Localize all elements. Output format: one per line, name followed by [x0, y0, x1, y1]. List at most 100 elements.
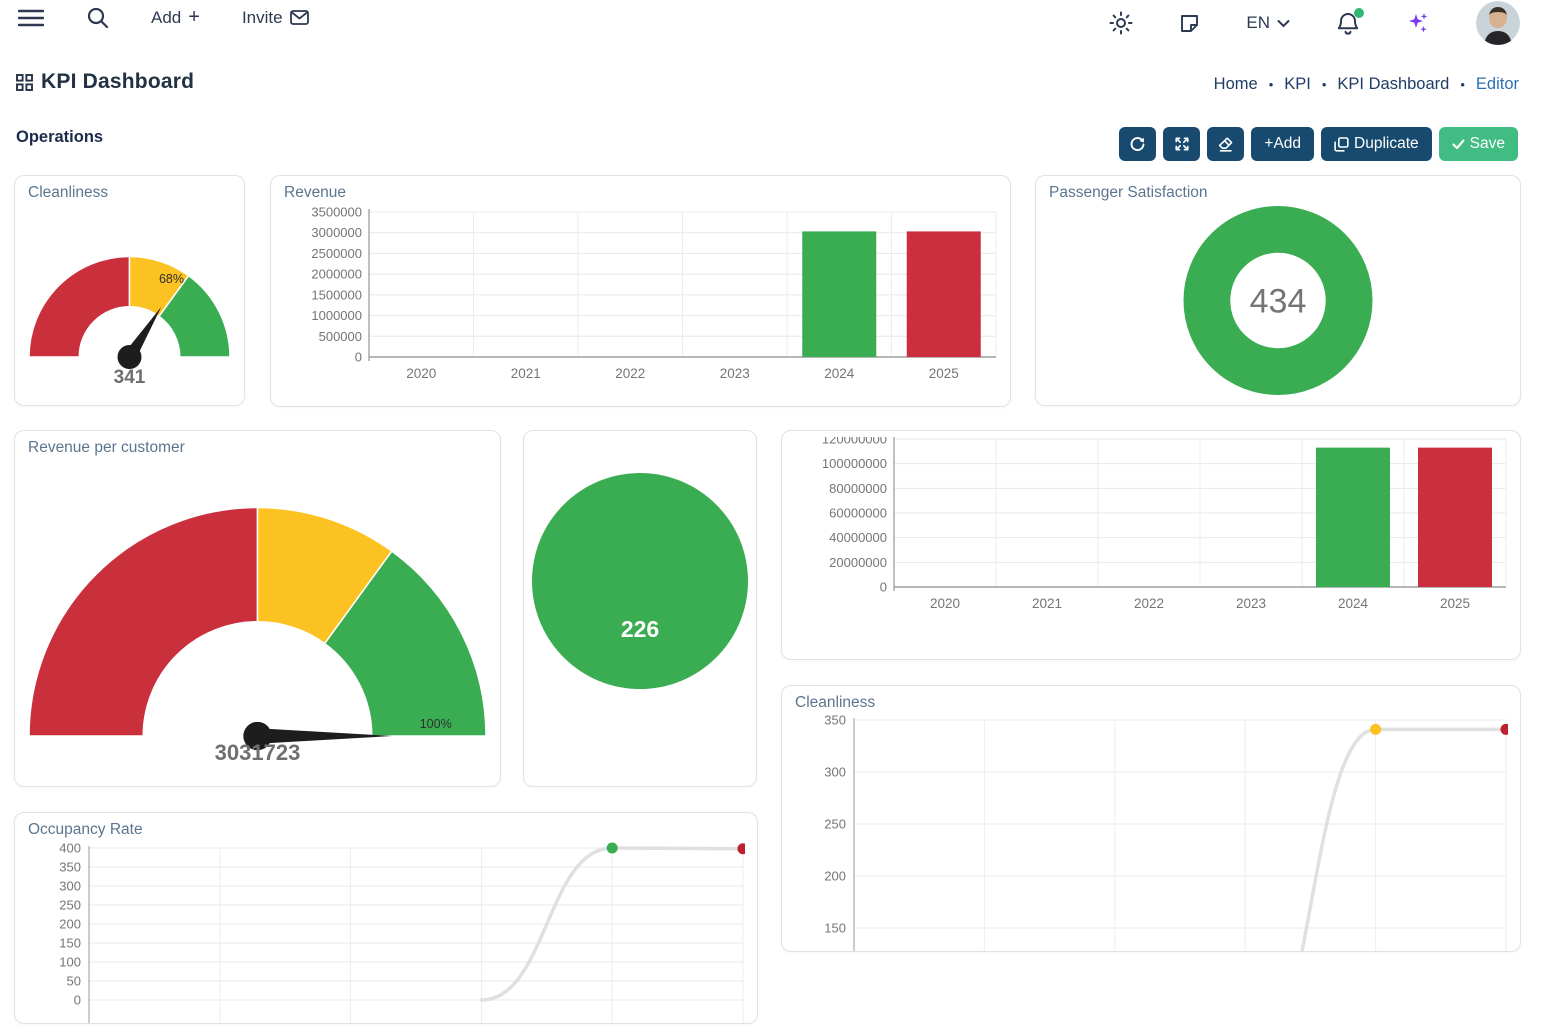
page-header: KPI Dashboard — [16, 70, 194, 94]
breadcrumb-home[interactable]: Home — [1213, 75, 1258, 93]
svg-text:2500000: 2500000 — [311, 246, 362, 261]
widget-title: Passenger Satisfaction — [1049, 184, 1208, 201]
refresh-button[interactable] — [1119, 127, 1157, 161]
widget-cleanliness-gauge[interactable]: Cleanliness 68% 341 — [14, 175, 245, 406]
svg-text:50: 50 — [67, 974, 81, 989]
language-label: EN — [1246, 13, 1270, 32]
svg-text:434: 434 — [1250, 283, 1307, 321]
bell-icon[interactable] — [1336, 7, 1364, 36]
svg-text:2025: 2025 — [929, 366, 959, 381]
svg-text:2023: 2023 — [720, 366, 750, 381]
svg-text:2020: 2020 — [930, 596, 960, 611]
svg-text:2025: 2025 — [1440, 596, 1470, 611]
svg-text:100%: 100% — [420, 717, 452, 731]
brightness-icon[interactable] — [1109, 11, 1133, 35]
save-button[interactable]: Save — [1438, 127, 1518, 161]
svg-text:120000000: 120000000 — [822, 437, 887, 447]
breadcrumb-separator: • — [1268, 77, 1274, 92]
envelope-icon — [289, 10, 309, 25]
line-chart: 400 350 300 250 200 150 100 50 0 — [27, 841, 749, 1023]
svg-text:226: 226 — [621, 616, 659, 642]
dashboard-toolbar: +Add Duplicate Save — [1119, 127, 1518, 161]
svg-text:2024: 2024 — [1338, 596, 1369, 611]
eraser-button[interactable] — [1207, 127, 1245, 161]
topbar: Add + Invite EN — [0, 0, 1545, 46]
svg-text:1000000: 1000000 — [311, 308, 362, 323]
duplicate-button[interactable]: Duplicate — [1321, 127, 1432, 161]
gauge-chart: 100% 3031723 — [23, 457, 492, 778]
svg-text:2024: 2024 — [824, 366, 855, 381]
chevron-down-icon — [1277, 19, 1290, 28]
widget-title: Revenue per customer — [28, 439, 185, 456]
bar-chart: 0 20000000 40000000 60000000 80000000 1000000… — [794, 432, 1508, 653]
svg-text:2021: 2021 — [511, 366, 541, 381]
svg-text:350: 350 — [824, 714, 846, 728]
language-selector[interactable]: EN — [1246, 13, 1290, 33]
svg-text:2020: 2020 — [406, 366, 436, 381]
invite-label: Invite — [241, 7, 283, 27]
plus-icon: + — [188, 6, 200, 28]
add-button[interactable]: +Add — [1251, 127, 1315, 161]
svg-text:40000000: 40000000 — [829, 530, 887, 545]
svg-text:20000000: 20000000 — [829, 555, 887, 570]
donut-chart: 434 — [1044, 202, 1512, 399]
svg-text:150: 150 — [59, 936, 81, 951]
widget-revenue-per-customer-gauge[interactable]: Revenue per customer 100% 3031723 — [14, 430, 501, 787]
svg-text:300: 300 — [59, 879, 81, 894]
svg-text:200: 200 — [59, 917, 81, 932]
svg-text:1500000: 1500000 — [311, 287, 362, 302]
breadcrumb-separator: • — [1460, 77, 1465, 92]
svg-text:100000000: 100000000 — [822, 456, 887, 471]
breadcrumb-separator: • — [1321, 77, 1327, 92]
widget-title: Cleanliness — [28, 184, 109, 201]
widget-revenue-bar[interactable]: Revenue 0 500000 1000000 1500000 2000000 2500… — [270, 175, 1011, 407]
widget-title: Cleanliness — [795, 694, 876, 711]
duplicate-icon — [1334, 136, 1349, 152]
svg-text:350: 350 — [59, 860, 81, 875]
avatar[interactable] — [1476, 1, 1520, 45]
search-icon[interactable] — [86, 6, 109, 29]
check-icon — [1452, 138, 1465, 150]
sparkles-icon[interactable] — [1406, 11, 1430, 35]
svg-text:0: 0 — [74, 993, 81, 1008]
svg-text:2022: 2022 — [615, 366, 645, 381]
svg-text:341: 341 — [114, 367, 146, 388]
page-title: KPI Dashboard — [41, 70, 195, 93]
widget-green-pie[interactable]: 226 — [523, 430, 757, 787]
breadcrumb-kpi[interactable]: KPI — [1284, 75, 1311, 93]
widget-title: Revenue — [284, 184, 347, 201]
expand-button[interactable] — [1163, 127, 1201, 161]
svg-text:2021: 2021 — [1032, 596, 1062, 611]
widget-passenger-satisfaction-donut[interactable]: Passenger Satisfaction 434 — [1035, 175, 1521, 406]
svg-text:68%: 68% — [159, 272, 184, 286]
bar-chart: 0 500000 1000000 1500000 2000000 2500000 30000… — [283, 204, 998, 400]
widget-occupancy-line[interactable]: Occupancy Rate 400 350 300 250 200 150 100 50 0 — [14, 812, 758, 1024]
svg-text:3000000: 3000000 — [311, 225, 362, 240]
svg-text:2023: 2023 — [1236, 596, 1266, 611]
svg-text:3500000: 3500000 — [311, 205, 362, 220]
svg-text:3031723: 3031723 — [215, 740, 301, 765]
widget-wide-bar[interactable]: 0 20000000 40000000 60000000 80000000 1000000… — [781, 430, 1521, 660]
invite-menu[interactable]: Invite — [242, 8, 309, 28]
note-icon[interactable] — [1179, 13, 1200, 34]
hamburger-menu-icon[interactable] — [18, 8, 44, 28]
add-button-label: +Add — [1264, 135, 1302, 152]
svg-text:250: 250 — [824, 817, 846, 832]
svg-text:300: 300 — [824, 765, 846, 780]
breadcrumb-editor[interactable]: Editor — [1475, 75, 1519, 93]
save-button-label: Save — [1469, 135, 1505, 152]
svg-text:0: 0 — [880, 580, 887, 595]
add-menu[interactable]: Add + — [151, 6, 200, 29]
svg-text:2000000: 2000000 — [311, 267, 362, 282]
svg-text:200: 200 — [824, 869, 846, 884]
duplicate-button-label: Duplicate — [1354, 135, 1419, 152]
svg-text:0: 0 — [355, 350, 362, 365]
dashboard-grid-icon — [16, 73, 33, 91]
widget-title: Occupancy Rate — [28, 821, 143, 838]
svg-text:80000000: 80000000 — [829, 481, 887, 496]
breadcrumb: Home • KPI • KPI Dashboard • Editor — [1214, 75, 1519, 94]
breadcrumb-kpi-dashboard[interactable]: KPI Dashboard — [1337, 75, 1450, 93]
svg-text:60000000: 60000000 — [829, 506, 887, 521]
